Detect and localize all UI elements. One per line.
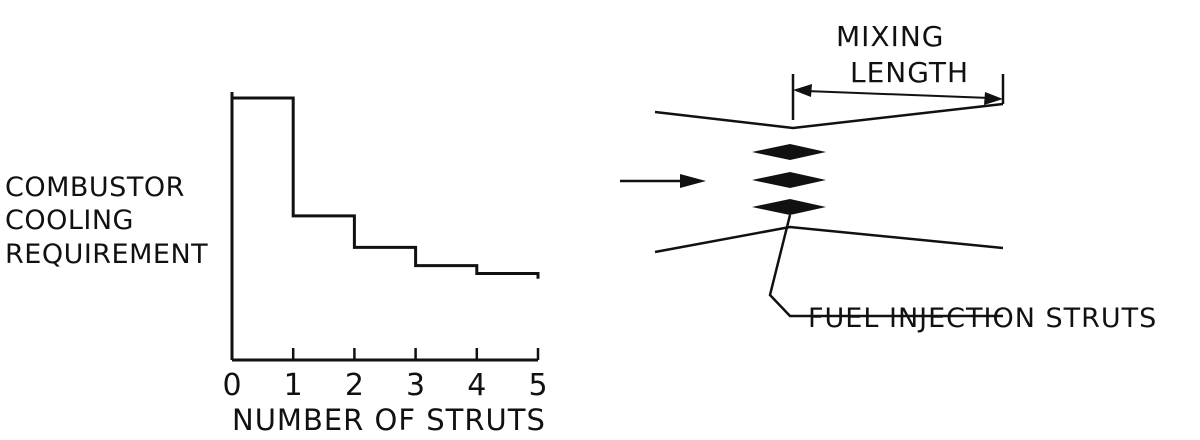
y-axis-label-line-2: COOLING	[5, 205, 134, 236]
x-tick-label: 4	[467, 368, 486, 403]
mixing-label-line-2: LENGTH	[850, 56, 969, 89]
y-axis-label-line-1: COMBUSTOR	[5, 172, 185, 203]
strut-label: FUEL INJECTION STRUTS	[808, 303, 1157, 334]
x-axis-label: NUMBER OF STRUTS	[232, 403, 546, 437]
series-step-line	[232, 96, 540, 279]
strut-leader-line	[768, 214, 1003, 318]
x-ticks: 0 1 2 3 4 5	[222, 348, 548, 403]
cooling-step-chart: COMBUSTOR COOLING REQUIREMENT 0 1 2 3 4 5 NUM…	[5, 92, 548, 437]
x-tick-label: 0	[222, 368, 241, 403]
duct-upper-wall	[654, 102, 1004, 130]
x-tick-label: 5	[528, 368, 547, 403]
y-axis-label-line-3: REQUIREMENT	[5, 239, 208, 270]
strut-middle	[752, 172, 826, 188]
x-tick-label: 3	[406, 368, 425, 403]
mixing-length-arrowhead-left	[793, 84, 812, 97]
mixing-label-line-1: MIXING	[836, 20, 945, 53]
duct-lower-wall	[654, 225, 1004, 254]
strut-bottom	[752, 199, 826, 215]
mixing-length-dimension-line	[805, 90, 991, 99]
x-tick-label: 2	[345, 368, 364, 403]
strut-top	[752, 144, 826, 160]
strut-mixing-diagram: MIXING LENGTH FUEL INJECTION STRUTS	[620, 20, 1157, 334]
mixing-length-arrowhead-right	[984, 92, 1003, 105]
flow-arrowhead	[680, 174, 706, 188]
x-tick-label: 1	[284, 368, 303, 403]
